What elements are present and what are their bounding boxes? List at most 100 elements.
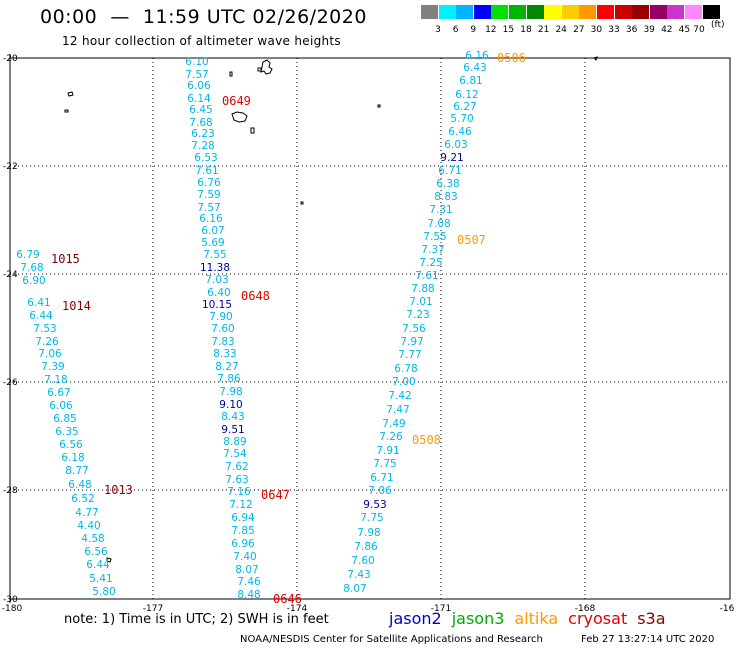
- wave-height-value: 6.27: [453, 101, 476, 113]
- pass-number-label: 1014: [62, 299, 91, 313]
- colorbar-swatch: [509, 5, 526, 19]
- wave-height-value: 6.06: [49, 400, 73, 412]
- wave-height-value: 5.69: [201, 237, 224, 249]
- satellite-legend: jason2 jason3 altika cryosat s3a: [389, 609, 676, 628]
- wave-height-value: 7.75: [360, 512, 383, 524]
- wave-height-value: 7.98: [219, 386, 242, 398]
- satellite-legend-cryosat: cryosat: [568, 609, 628, 628]
- wave-height-value: 6.71: [370, 472, 393, 484]
- colorbar-tick-label: 42: [661, 25, 673, 35]
- colorbar-swatch: [649, 5, 667, 19]
- colorbar-unit: (ft): [711, 20, 725, 30]
- colorbar-tick-label: 30: [590, 25, 603, 35]
- island-shape: [377, 104, 381, 108]
- wave-height-value: 8.77: [65, 465, 88, 477]
- wave-height-value: 7.18: [44, 374, 67, 386]
- island-shape: [231, 111, 248, 123]
- satellite-legend-jason2: jason2: [389, 609, 442, 628]
- wave-height-value: 6.12: [455, 89, 478, 101]
- colorbar-swatch: [685, 5, 702, 19]
- colorbar-swatch: [702, 5, 720, 19]
- wave-height-value: 7.88: [411, 283, 434, 295]
- wave-height-value: 7.47: [386, 404, 409, 416]
- wave-height-value: 7.77: [398, 349, 421, 361]
- colorbar-tick-label: 33: [608, 25, 620, 35]
- wave-height-value: 6.85: [53, 413, 76, 425]
- longitude-tick-label: -16: [720, 604, 735, 614]
- wave-height-value: 6.81: [459, 75, 482, 87]
- wave-height-value: 7.61: [415, 270, 438, 282]
- wave-height-value: 6.45: [189, 104, 212, 116]
- colorbar-swatch: [473, 5, 491, 19]
- wave-height-value: 6.16: [199, 213, 223, 225]
- island-shape: [257, 67, 262, 72]
- island-shape: [300, 201, 304, 205]
- wave-height-value: 8.43: [221, 411, 244, 423]
- wave-height-value: 8.48: [237, 589, 260, 601]
- wave-height-value: 4.77: [75, 507, 98, 519]
- colorbar-swatch: [614, 5, 632, 19]
- wave-height-value: 6.44: [86, 559, 110, 571]
- wave-height-value: 7.39: [41, 361, 64, 373]
- colorbar-swatch: [491, 5, 509, 19]
- longitude-tick-label: -174: [287, 604, 308, 614]
- wave-height-value: 8.83: [434, 191, 457, 203]
- colorbar-swatch: [456, 5, 474, 19]
- wave-height-value: 6.03: [444, 139, 467, 151]
- wave-height-value: 7.42: [388, 390, 411, 402]
- wave-height-value: 6.43: [463, 62, 486, 74]
- wave-height-value: 9.10: [219, 399, 242, 411]
- wave-height-value: 6.52: [71, 493, 94, 505]
- longitude-tick-label: -168: [575, 604, 596, 614]
- wave-height-value: 9.53: [363, 499, 386, 511]
- wave-height-value: 4.40: [77, 520, 100, 532]
- wave-height-value: 7.16: [227, 486, 251, 498]
- wave-height-value: 7.61: [195, 165, 218, 177]
- wave-height-value: 6.67: [47, 387, 70, 399]
- wave-height-value: 6.71: [438, 165, 461, 177]
- wave-height-value: 5.70: [450, 113, 473, 125]
- wave-height-value: 8.27: [215, 361, 238, 373]
- wave-height-value: 6.41: [27, 297, 50, 309]
- wave-height-value: 7.40: [233, 551, 256, 563]
- island-shape: [250, 127, 255, 134]
- wave-height-value: 7.37: [421, 244, 444, 256]
- wave-height-value: 7.57: [197, 202, 220, 214]
- wave-height-value: 8.89: [223, 436, 246, 448]
- wave-height-value: 7.83: [211, 336, 234, 348]
- map-grid: [10, 58, 730, 599]
- longitude-tick-label: -180: [2, 604, 23, 614]
- colorbar-tick-label: 24: [555, 25, 567, 35]
- wave-height-value: 7.90: [209, 311, 232, 323]
- map-frame: [9, 54, 731, 603]
- colorbar-tick-label: 27: [573, 25, 585, 35]
- wave-height-value: 8.07: [343, 583, 366, 595]
- wave-height-value: 6.79: [16, 249, 39, 261]
- colorbar-swatch: [526, 5, 544, 19]
- colorbar-tick-label: 70: [693, 25, 705, 35]
- colorbar-tick-label: 36: [625, 25, 638, 35]
- wave-height-value: 7.57: [185, 69, 208, 81]
- wave-height-value: 5.80: [92, 586, 115, 598]
- wave-height-value: 6.48: [68, 479, 91, 491]
- generation-timestamp: Feb 27 13:27:14 UTC 2020: [581, 634, 715, 645]
- colorbar-swatch: [561, 5, 579, 19]
- map-note: note: 1) Time is in UTC; 2) SWH is in fe…: [64, 612, 329, 627]
- wave-height-value: 6.90: [22, 275, 45, 287]
- wave-height-value: 6.07: [201, 225, 224, 237]
- latitude-tick-label: -28: [3, 486, 18, 496]
- wave-height-value: 7.97: [400, 336, 423, 348]
- colorbar-tick-label: 9: [470, 25, 477, 35]
- wave-height-value: 7.26: [379, 431, 403, 443]
- wave-height-value: 7.25: [419, 257, 442, 269]
- pass-number-label: 0648: [241, 289, 270, 303]
- wave-height-value: 7.59: [197, 189, 220, 201]
- wave-height-value: 7.26: [35, 336, 59, 348]
- wave-height-value: 10.15: [202, 299, 232, 311]
- wave-height-value: 7.06: [38, 348, 62, 360]
- wave-height-value: 6.38: [436, 178, 459, 190]
- latitude-tick-label: -30: [3, 595, 18, 605]
- wave-height-value: 7.55: [423, 231, 446, 243]
- wave-height-value: 7.53: [33, 323, 56, 335]
